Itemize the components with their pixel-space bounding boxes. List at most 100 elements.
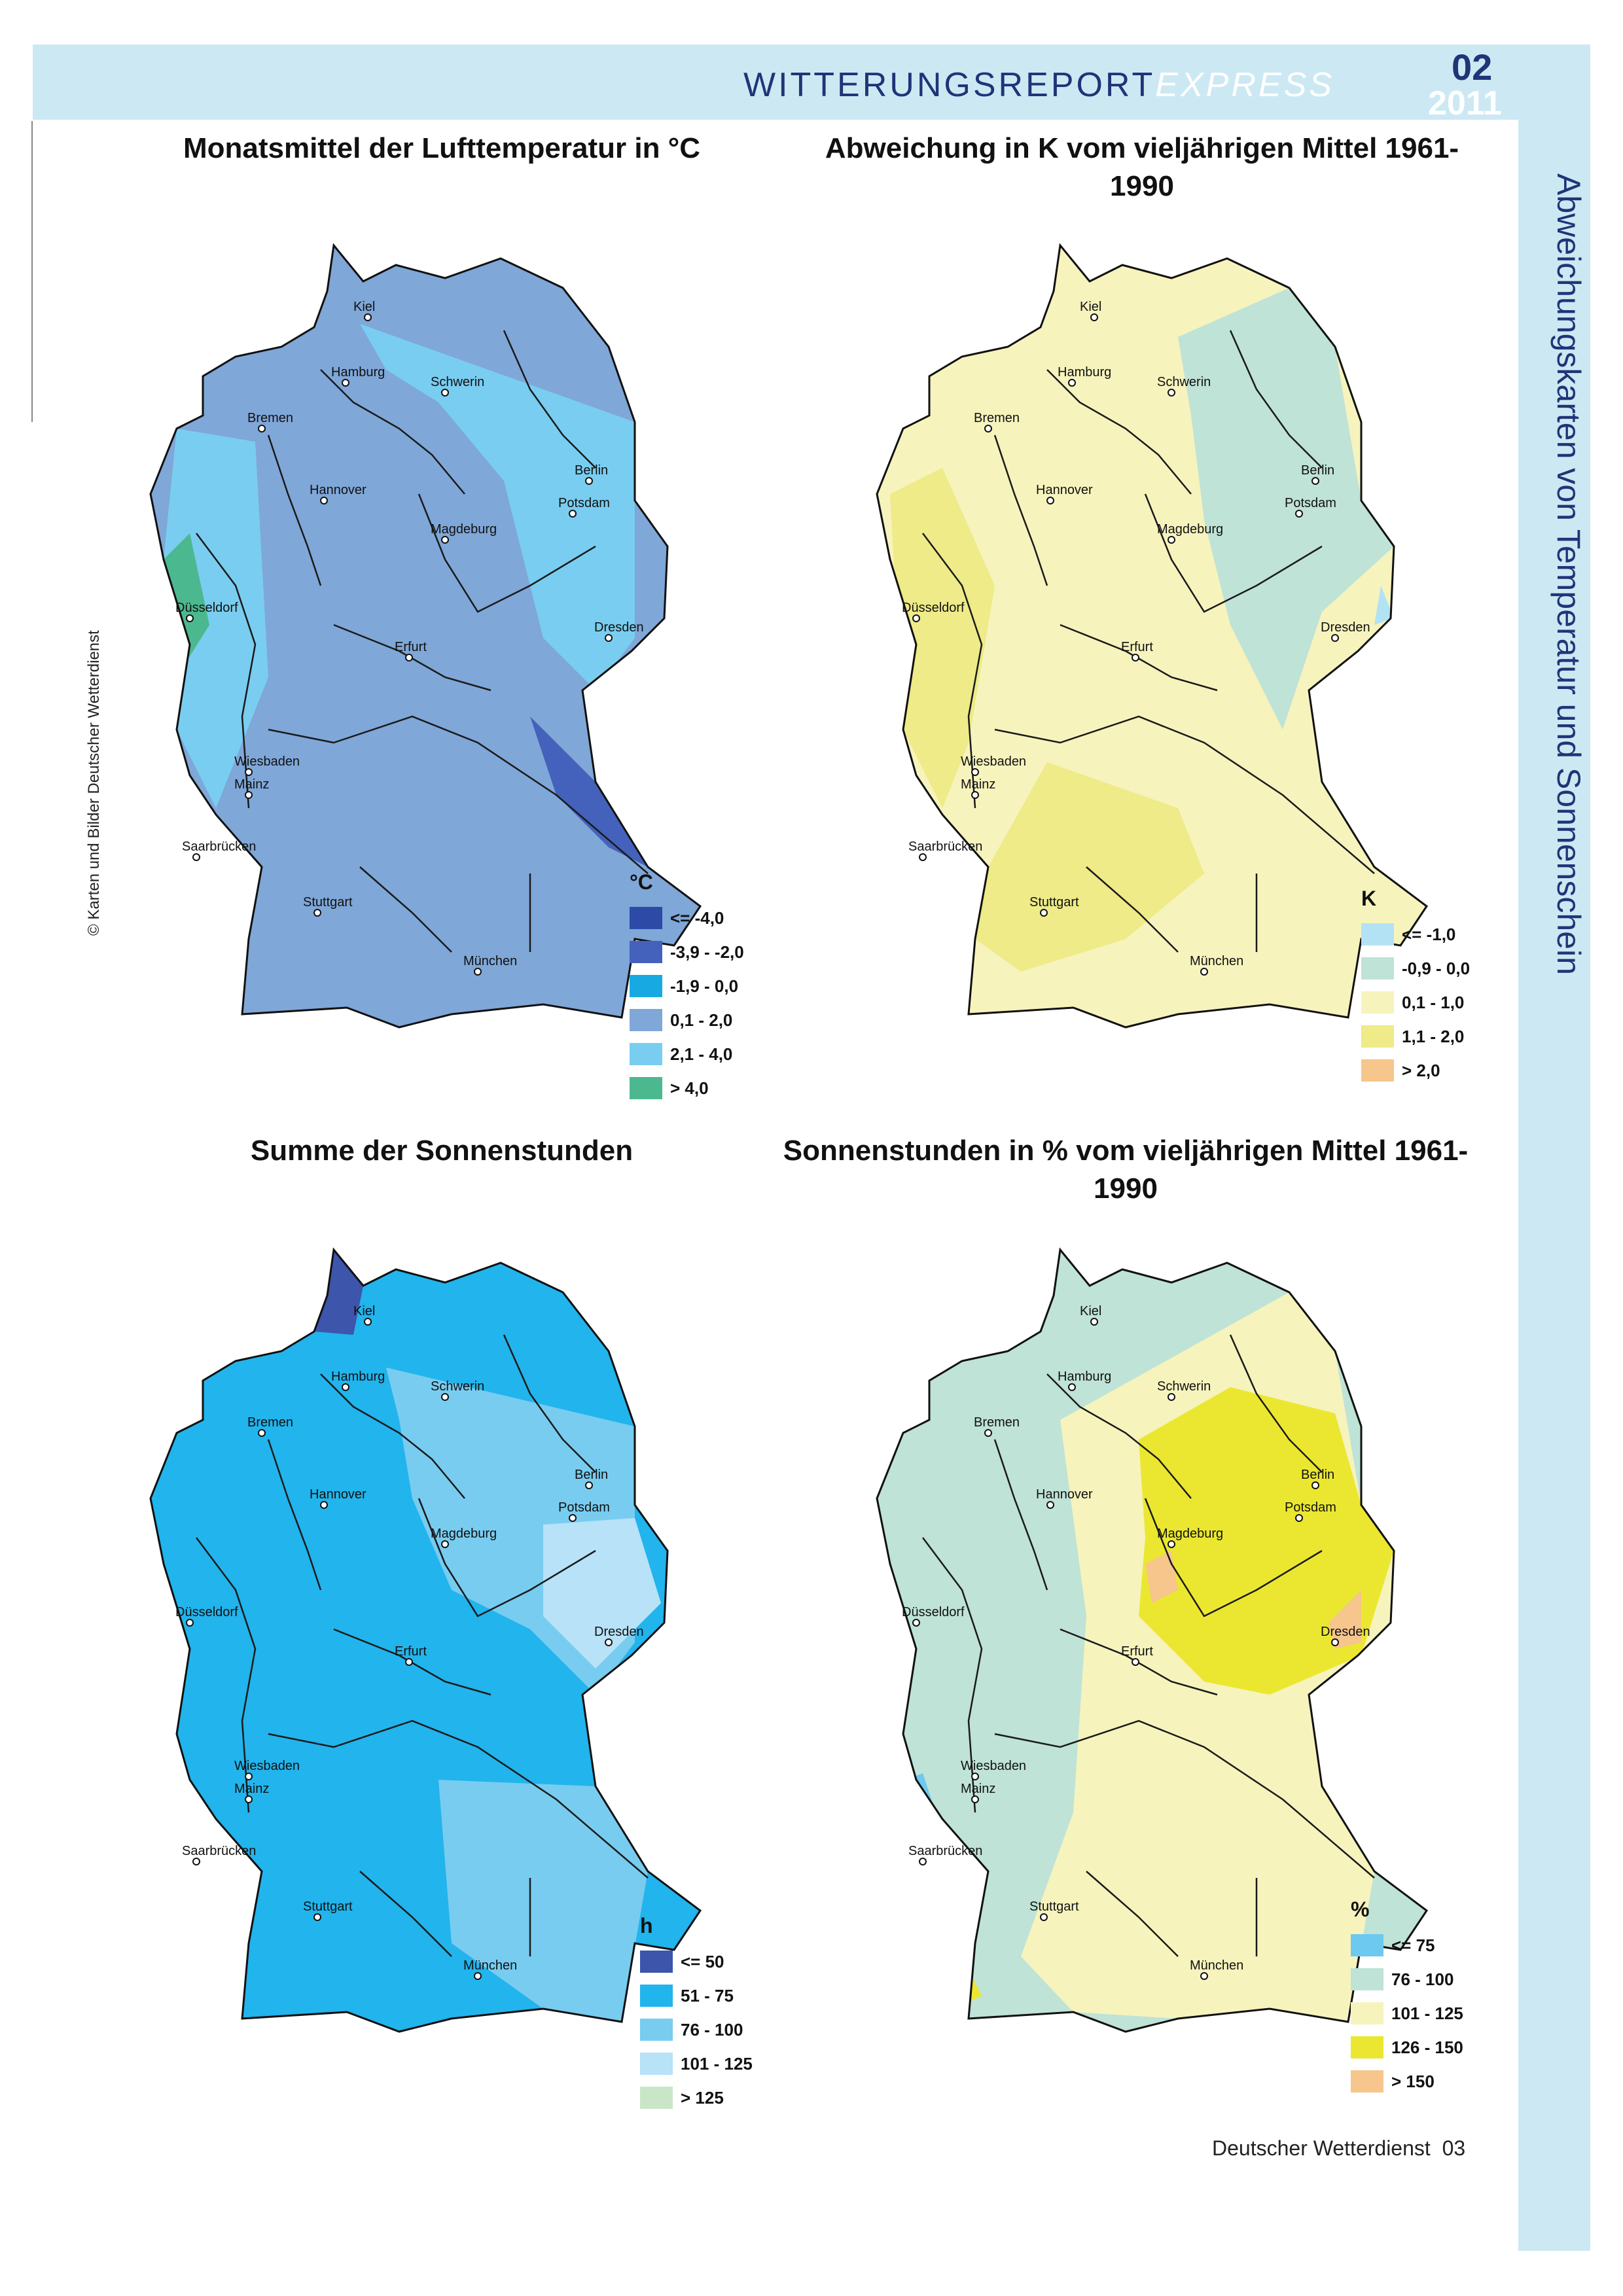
city-marker	[192, 1858, 200, 1865]
city-label: Erfurt	[395, 1644, 427, 1659]
river-line	[1060, 624, 1218, 692]
city-marker	[912, 1619, 920, 1627]
river-line	[1086, 866, 1179, 953]
river-line	[1086, 1871, 1179, 1957]
legend-label: > 150	[1391, 2071, 1435, 2091]
city-label: Potsdam	[1285, 496, 1336, 510]
city-marker	[364, 1318, 372, 1326]
legend-swatch	[1351, 2036, 1383, 2058]
river-line	[333, 624, 491, 692]
city-marker	[1068, 1383, 1076, 1391]
legend-swatch	[1351, 1934, 1383, 1956]
germany-map-3: Kiel Hamburg Schwerin Bremen Berlin Hannover P…	[149, 1247, 702, 2033]
legend-swatch	[1351, 2070, 1383, 2093]
margin-line	[31, 121, 33, 422]
city-marker	[971, 1773, 979, 1780]
city-label: Mainz	[234, 777, 269, 792]
city-label: Saarbrücken	[182, 1844, 256, 1858]
issue-year: 2011	[1428, 84, 1502, 122]
city-label: Kiel	[1080, 1304, 1101, 1318]
legend-label: -3,9 - -2,0	[670, 942, 744, 962]
river-line	[196, 1537, 257, 1813]
city-marker	[320, 1501, 328, 1509]
city-label: Potsdam	[558, 496, 610, 510]
city-marker	[342, 1383, 349, 1391]
legend-item: > 4,0	[630, 1071, 744, 1105]
city-label: Kiel	[353, 300, 375, 314]
city-marker	[1046, 497, 1054, 504]
city-label: Kiel	[353, 1304, 375, 1318]
city-marker	[585, 1481, 593, 1489]
legend-swatch	[1361, 1059, 1394, 1082]
legend-unit: %	[1351, 1898, 1370, 1921]
city-label: Magdeburg	[1157, 522, 1223, 537]
city-label: Stuttgart	[1029, 1899, 1079, 1914]
city-marker	[1168, 536, 1175, 544]
city-label: Saarbrücken	[182, 839, 256, 854]
river-line	[418, 493, 596, 613]
legend-item: 76 - 100	[1351, 1962, 1463, 1996]
legend-swatch	[1361, 957, 1394, 980]
city-marker	[1132, 654, 1139, 662]
city-marker	[1090, 1318, 1098, 1326]
city-marker	[441, 1393, 449, 1401]
map-legend-2: K <= -1,0 -0,9 - 0,0 0,1 - 1,0 1,1 - 2,0 > 2,…	[1361, 887, 1470, 1087]
city-marker	[919, 853, 927, 861]
city-marker	[1331, 1638, 1339, 1646]
city-marker	[605, 1638, 613, 1646]
river-line	[1144, 1498, 1323, 1617]
city-marker	[186, 614, 194, 622]
legend-swatch	[630, 941, 662, 963]
germany-map-4: Kiel Hamburg Schwerin Bremen Berlin Hannover P…	[876, 1247, 1429, 2033]
city-label: Hannover	[1036, 483, 1093, 497]
country-border	[876, 1247, 1429, 2033]
city-marker	[1295, 510, 1303, 518]
city-label: Dresden	[594, 620, 644, 635]
side-title: Abweichungskarten von Temperatur und Son…	[1550, 173, 1587, 975]
city-marker	[258, 1429, 266, 1437]
legend-swatch	[640, 1985, 673, 2007]
image-credit: © Karten und Bilder Deutscher Wetterdien…	[85, 630, 103, 936]
city-label: Erfurt	[1121, 1644, 1153, 1659]
river-line	[418, 1498, 596, 1617]
city-marker	[1200, 1972, 1208, 1980]
river-line	[922, 1537, 983, 1813]
legend-label: <= -4,0	[670, 908, 724, 928]
city-marker	[474, 1972, 482, 1980]
report-title: WITTERUNGSREPORTEXPRESS	[743, 66, 1334, 104]
city-marker	[441, 389, 449, 397]
legend-label: 2,1 - 4,0	[670, 1044, 733, 1064]
city-label: Saarbrücken	[908, 839, 982, 854]
legend-item: 76 - 100	[640, 2013, 753, 2047]
city-marker	[405, 1658, 413, 1666]
city-label: Hamburg	[331, 365, 385, 380]
city-label: Stuttgart	[1029, 895, 1079, 910]
river-line	[503, 1334, 596, 1473]
map-region	[1145, 1551, 1178, 1603]
map-legend-4: % <= 75 76 - 100 101 - 125 126 - 150 > 150	[1351, 1898, 1463, 2098]
germany-map-1: Kiel Hamburg Schwerin Bremen Berlin Hannover P…	[149, 243, 702, 1029]
river-line	[320, 1373, 465, 1499]
page-number: 03	[1442, 2136, 1466, 2160]
city-label: Mainz	[961, 1782, 995, 1796]
city-marker	[405, 654, 413, 662]
panel-title-sunshine-percent: Sonnenstunden in % vom vieljährigen Mitt…	[783, 1135, 1469, 1205]
header-band	[33, 44, 1590, 118]
river-line	[1046, 369, 1192, 495]
legend-label: <= -1,0	[1402, 924, 1456, 944]
legend-item: > 2,0	[1361, 1053, 1470, 1087]
map-legend-1: °C <= -4,0 -3,9 - -2,0 -1,9 - 0,0 0,1 - 2,0 2…	[630, 870, 744, 1105]
country-border	[149, 243, 702, 1029]
city-marker	[474, 968, 482, 976]
city-label: Hamburg	[331, 1369, 385, 1384]
legend-label: -0,9 - 0,0	[1402, 958, 1471, 978]
page-footer: Deutscher Wetterdienst 03	[1212, 2136, 1466, 2160]
city-marker	[605, 634, 613, 642]
city-marker	[1200, 968, 1208, 976]
city-marker	[984, 1429, 992, 1437]
legend-swatch	[630, 1043, 662, 1065]
legend-item: <= -1,0	[1361, 917, 1470, 951]
city-marker	[1331, 634, 1339, 642]
city-label: Wiesbaden	[961, 1759, 1026, 1773]
legend-label: 126 - 150	[1391, 2037, 1463, 2057]
